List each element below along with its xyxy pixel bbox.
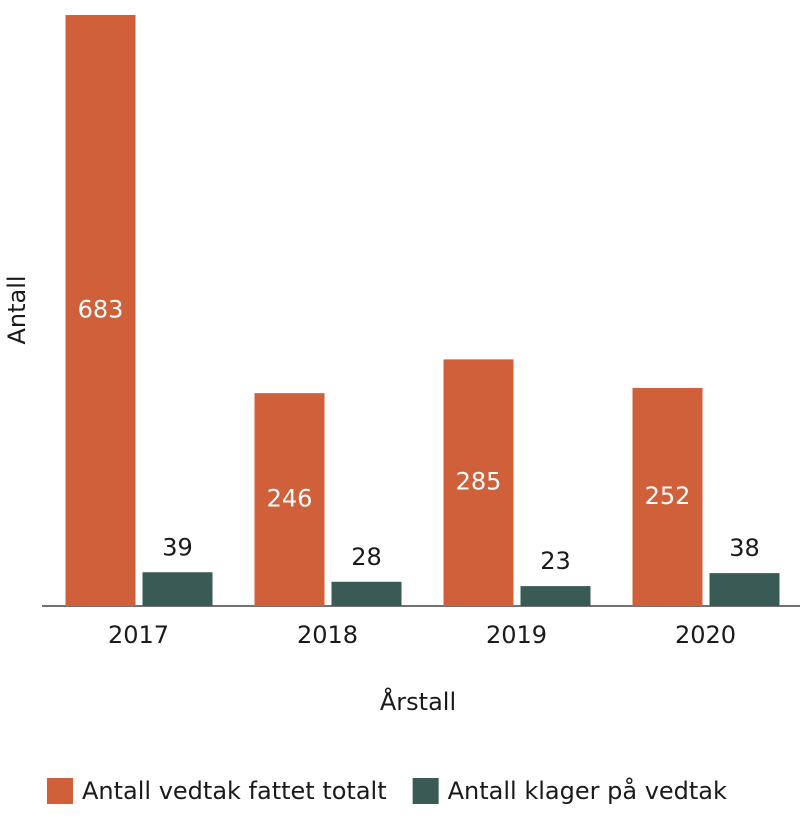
bar [65, 15, 136, 606]
bar [443, 359, 514, 606]
x-tick-label: 2017 [108, 621, 169, 649]
value-label: 252 [645, 482, 691, 510]
bar [331, 581, 402, 606]
bar [632, 387, 703, 606]
x-tick-label: 2018 [297, 621, 358, 649]
bar [254, 393, 325, 606]
x-tick-label: 2019 [486, 621, 547, 649]
value-label: 683 [78, 296, 124, 324]
legend-label: Antall vedtak fattet totalt [82, 777, 387, 805]
value-label: 285 [456, 468, 502, 496]
y-axis-title: Antall [3, 275, 31, 344]
legend-label: Antall klager på vedtak [448, 776, 727, 805]
bar [709, 573, 780, 606]
legend-swatch [47, 778, 73, 804]
value-label: 38 [729, 534, 760, 562]
bar [142, 572, 213, 606]
value-label: 23 [540, 547, 571, 575]
bar [520, 586, 591, 606]
value-label: 39 [162, 533, 193, 561]
value-label: 28 [351, 543, 382, 571]
x-tick-label: 2020 [675, 621, 736, 649]
x-axis-title: Årstall [380, 687, 456, 716]
legend-swatch [412, 778, 439, 804]
value-label: 246 [267, 485, 313, 513]
